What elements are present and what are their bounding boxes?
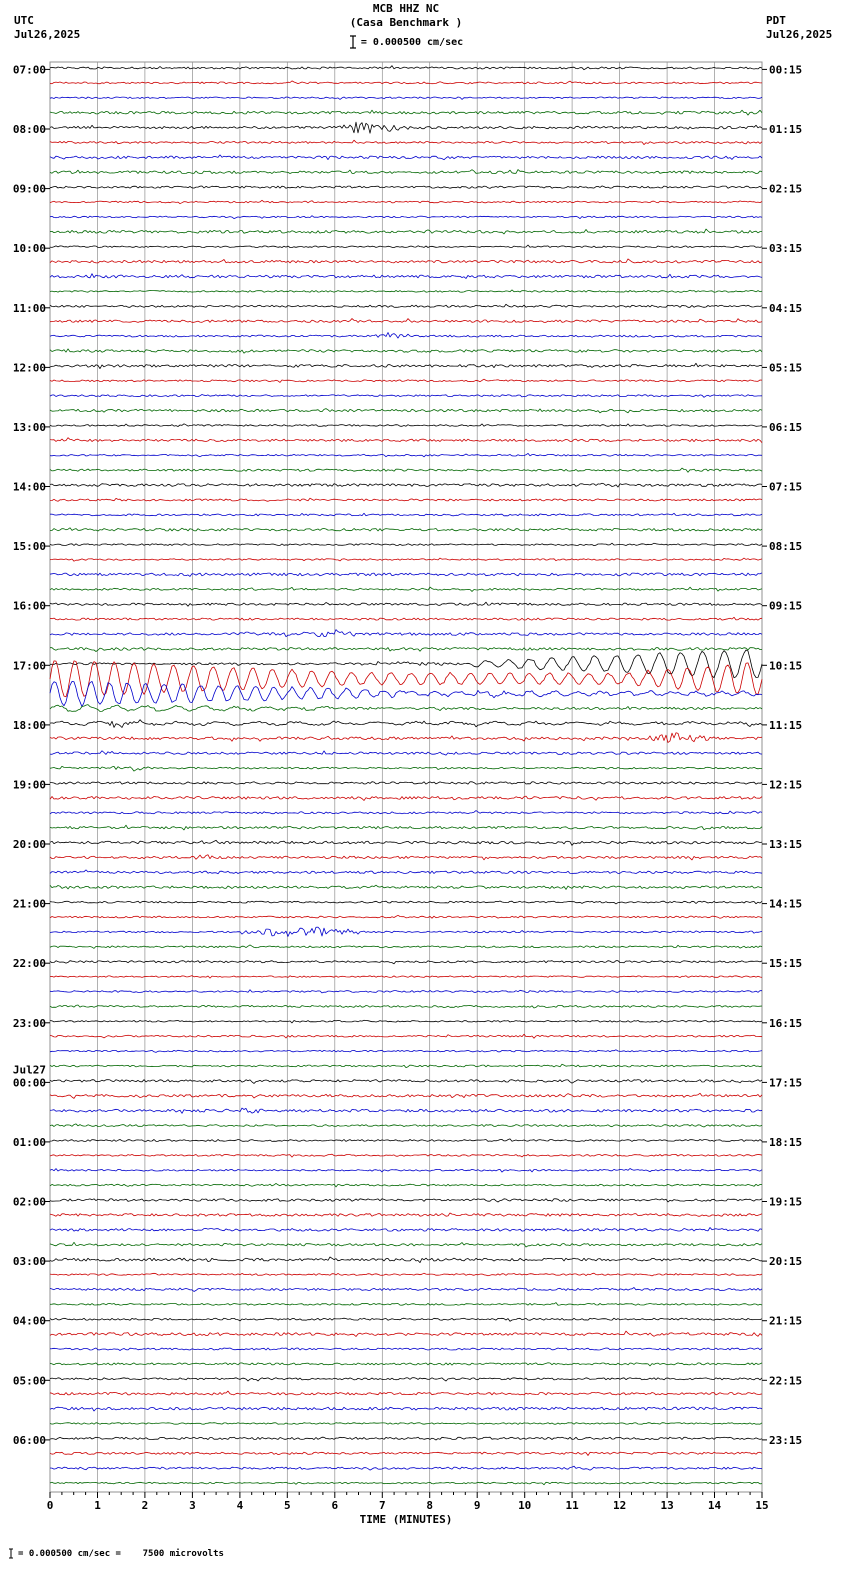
svg-text:06:15: 06:15 (769, 421, 802, 434)
svg-text:9: 9 (474, 1499, 481, 1512)
svg-text:08:00: 08:00 (13, 123, 46, 136)
svg-text:10: 10 (518, 1499, 531, 1512)
svg-text:07:00: 07:00 (13, 63, 46, 76)
svg-text:TIME (MINUTES): TIME (MINUTES) (360, 1513, 453, 1526)
svg-text:15:00: 15:00 (13, 540, 46, 553)
svg-text:03:15: 03:15 (769, 242, 802, 255)
svg-text:02:15: 02:15 (769, 183, 802, 196)
svg-text:15:15: 15:15 (769, 957, 802, 970)
svg-text:11:00: 11:00 (13, 302, 46, 315)
svg-text:1: 1 (94, 1499, 101, 1512)
svg-text:09:15: 09:15 (769, 600, 802, 613)
svg-text:16:15: 16:15 (769, 1017, 802, 1030)
station-subtitle: (Casa Benchmark ) (349, 16, 463, 29)
svg-text:00:00: 00:00 (13, 1076, 46, 1089)
svg-text:14:00: 14:00 (13, 481, 46, 494)
svg-text:05:00: 05:00 (13, 1374, 46, 1387)
footer-scale-bar-icon (9, 1548, 13, 1559)
utc-header: UTC Jul26,2025 (14, 14, 80, 42)
svg-text:11:15: 11:15 (769, 719, 802, 732)
svg-text:22:15: 22:15 (769, 1374, 802, 1387)
utc-date: Jul26,2025 (14, 28, 81, 41)
svg-text:8: 8 (426, 1499, 433, 1512)
svg-text:10:15: 10:15 (769, 659, 802, 672)
footer-scale-legend: = 0.000500 cm/sec = 7500 microvolts (8, 1548, 224, 1559)
pdt-header: PDT Jul26,2025 (766, 14, 832, 42)
svg-text:01:15: 01:15 (769, 123, 802, 136)
scale-text: = 0.000500 cm/sec (360, 37, 464, 48)
svg-text:12: 12 (613, 1499, 626, 1512)
svg-text:13:15: 13:15 (769, 838, 802, 851)
svg-text:22:00: 22:00 (13, 957, 46, 970)
svg-text:19:15: 19:15 (769, 1196, 802, 1209)
svg-text:01:00: 01:00 (13, 1136, 46, 1149)
svg-text:23:15: 23:15 (769, 1434, 802, 1447)
footer-scale-text: = 0.000500 cm/sec = 7500 microvolts (18, 1548, 224, 1559)
svg-text:03:00: 03:00 (13, 1255, 46, 1268)
svg-text:02:00: 02:00 (13, 1196, 46, 1209)
scale-bar-icon (349, 35, 356, 49)
utc-label: UTC (14, 14, 34, 27)
svg-text:11: 11 (565, 1499, 579, 1512)
svg-text:08:15: 08:15 (769, 540, 802, 553)
svg-text:3: 3 (189, 1499, 196, 1512)
scale-legend: = 0.000500 cm/sec (0, 35, 812, 49)
svg-text:20:15: 20:15 (769, 1255, 802, 1268)
svg-text:09:00: 09:00 (13, 183, 46, 196)
svg-text:13: 13 (660, 1499, 673, 1512)
pdt-label: PDT (766, 14, 786, 27)
svg-text:10:00: 10:00 (13, 242, 46, 255)
svg-text:7: 7 (379, 1499, 386, 1512)
svg-text:5: 5 (284, 1499, 291, 1512)
svg-text:04:00: 04:00 (13, 1315, 46, 1328)
station-title: MCB HHZ NC (372, 2, 440, 15)
svg-text:0: 0 (47, 1499, 54, 1512)
svg-text:6: 6 (331, 1499, 338, 1512)
svg-text:00:15: 00:15 (769, 63, 802, 76)
svg-text:12:15: 12:15 (769, 778, 802, 791)
pdt-date: Jul26,2025 (766, 28, 833, 41)
svg-text:12:00: 12:00 (13, 361, 46, 374)
svg-text:04:15: 04:15 (769, 302, 802, 315)
svg-text:21:15: 21:15 (769, 1315, 802, 1328)
svg-text:2: 2 (142, 1499, 149, 1512)
svg-text:20:00: 20:00 (13, 838, 46, 851)
svg-text:19:00: 19:00 (13, 778, 46, 791)
svg-text:16:00: 16:00 (13, 600, 46, 613)
svg-text:06:00: 06:00 (13, 1434, 46, 1447)
svg-text:18:00: 18:00 (13, 719, 46, 732)
svg-text:13:00: 13:00 (13, 421, 46, 434)
svg-text:07:15: 07:15 (769, 481, 802, 494)
svg-text:14:15: 14:15 (769, 898, 802, 911)
svg-text:15: 15 (755, 1499, 768, 1512)
svg-text:4: 4 (237, 1499, 244, 1512)
svg-text:17:00: 17:00 (13, 659, 46, 672)
svg-text:23:00: 23:00 (13, 1017, 46, 1030)
svg-text:17:15: 17:15 (769, 1076, 802, 1089)
svg-text:18:15: 18:15 (769, 1136, 802, 1149)
svg-text:14: 14 (708, 1499, 722, 1512)
svg-text:21:00: 21:00 (13, 898, 46, 911)
svg-text:Jul27: Jul27 (13, 1063, 46, 1076)
svg-text:05:15: 05:15 (769, 361, 802, 374)
